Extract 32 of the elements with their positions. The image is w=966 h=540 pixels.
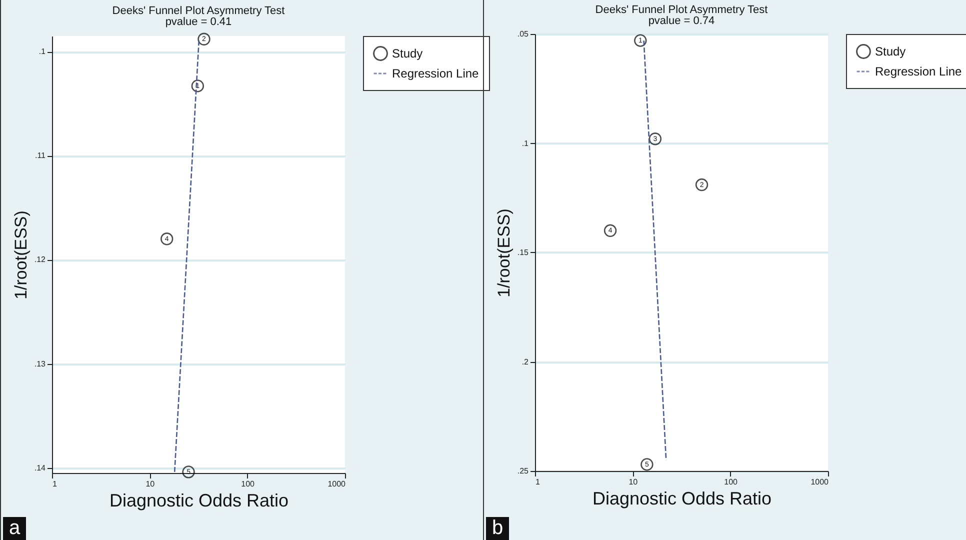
y-tick-label: .05 xyxy=(517,30,530,38)
legend-label: Study xyxy=(392,46,423,60)
x-tick-label: 100 xyxy=(241,480,256,488)
y-tick-label: .2 xyxy=(522,357,530,366)
chart-subtitle: pvalue = 0.41 xyxy=(165,16,232,28)
x-axis-title: Diagnostic Odds Ratio xyxy=(592,488,772,508)
text: a xyxy=(3,517,26,540)
y-axis-title: 1/root(ESS) xyxy=(494,208,514,298)
y-tick-label: .12 xyxy=(34,255,46,264)
x-tick-label: 1 xyxy=(52,480,58,488)
chart-title: Deeks' Funnel Plot Asymmetry Test xyxy=(112,4,285,17)
chart-subtitle: pvalue = 0.74 xyxy=(648,15,715,27)
x-tick-label: 10 xyxy=(628,478,638,486)
legend-label: Regression Line xyxy=(875,64,962,78)
y-tick-label: .13 xyxy=(34,359,46,368)
y-tick-label: .1 xyxy=(38,47,46,56)
x-tick-label: 1000 xyxy=(810,478,830,486)
y-tick-label: .14 xyxy=(34,463,46,472)
y-tick-label: .11 xyxy=(34,151,46,160)
x-tick-label: 1000 xyxy=(328,480,346,488)
x-tick-label: 100 xyxy=(724,478,738,486)
x-tick-label: 1 xyxy=(536,478,540,486)
legend-label: Regression Line xyxy=(392,66,480,80)
y-tick-label: .25 xyxy=(517,466,530,476)
y-tick-label: .15 xyxy=(517,248,530,257)
x-axis-title: Diagnostic Odds Ratio xyxy=(109,490,289,510)
y-tick-label: .1 xyxy=(522,138,530,148)
x-tick-label: 10 xyxy=(146,480,156,488)
chart-title: Deeks' Funnel Plot Asymmetry Test xyxy=(595,4,768,16)
legend-label: Study xyxy=(875,44,906,58)
y-axis-title: 1/root(ESS) xyxy=(11,210,30,300)
text: b xyxy=(486,517,510,540)
